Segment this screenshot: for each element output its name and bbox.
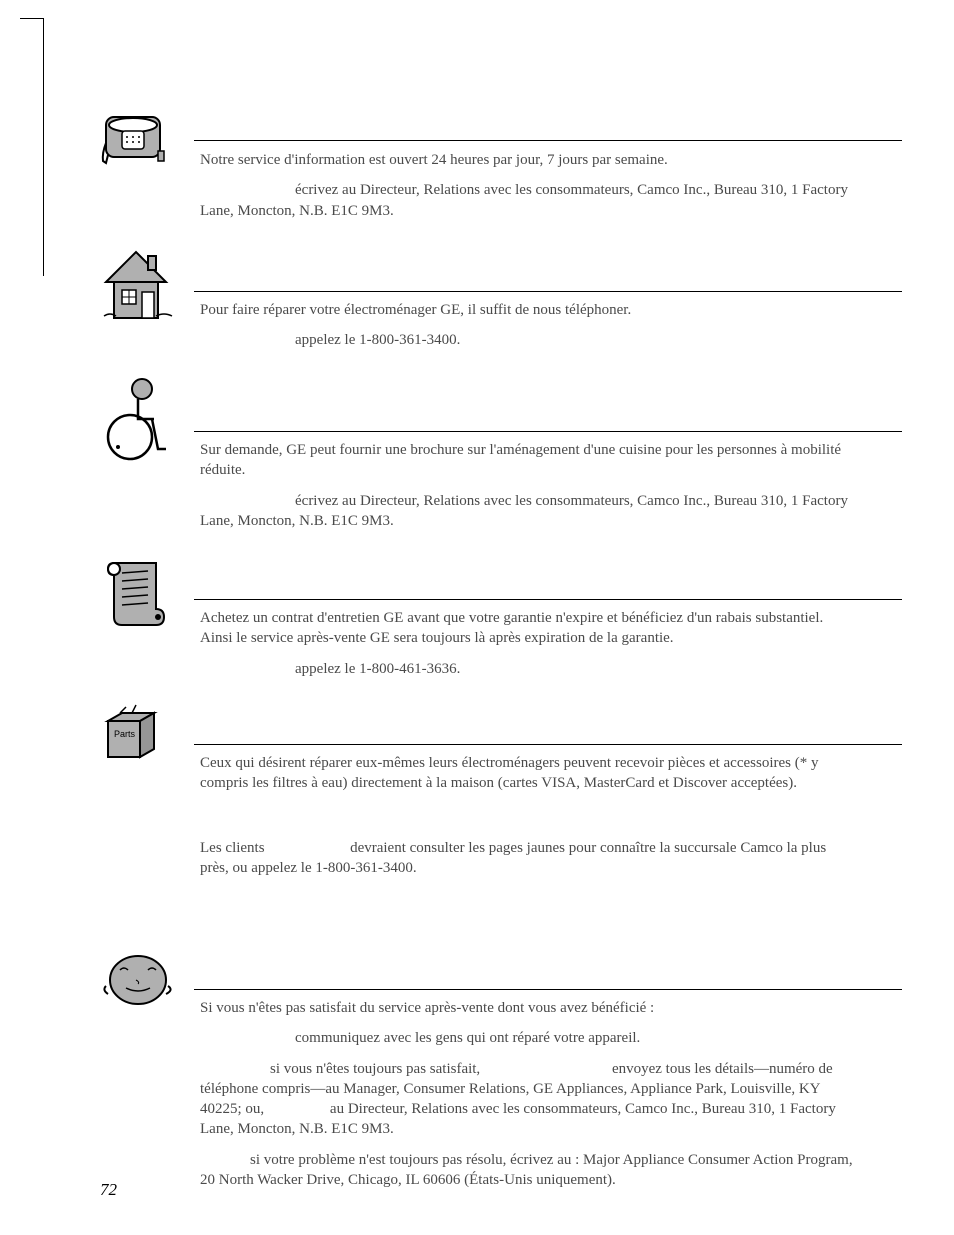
parts-line2b: devraient consulter les pages jaunes pou… [200, 840, 826, 876]
repair-section-text: Pour faire réparer votre électroménager … [200, 300, 854, 361]
satisfaction-line4: si votre problème n'est toujours pas rés… [200, 1150, 854, 1191]
face-icon [100, 946, 176, 1010]
divider [194, 989, 902, 990]
parts-line2: Les clients devraient consulter les page… [200, 838, 854, 879]
phone-address: écrivez au Directeur, Relations avec les… [200, 180, 854, 221]
divider [194, 140, 902, 141]
accessibility-section-text: Sur demande, GE peut fournir une brochur… [200, 440, 854, 541]
svg-text:Parts: Parts [114, 729, 136, 739]
contract-line2: appelez le 1-800-461-3636. [200, 659, 854, 679]
contract-line1: Achetez un contrat d'entretien GE avant … [200, 608, 854, 649]
satisfaction-line2: communiquez avec les gens qui ont réparé… [200, 1028, 854, 1048]
page-number: 72 [100, 1180, 117, 1200]
scroll-icon [100, 553, 172, 635]
divider [194, 291, 902, 292]
phone-title: Notre service d'information est ouvert 2… [200, 150, 854, 170]
house-icon [100, 242, 178, 324]
accessibility-line1: Sur demande, GE peut fournir une brochur… [200, 440, 854, 481]
parts-box-icon: Parts [100, 703, 164, 767]
repair-line1: Pour faire réparer votre électroménager … [200, 300, 854, 320]
contract-section-text: Achetez un contrat d'entretien GE avant … [200, 608, 854, 689]
left-margin-border [20, 18, 44, 276]
satisfaction-section-text: Si vous n'êtes pas satisfait du service … [200, 998, 854, 1200]
wheelchair-icon [100, 375, 172, 465]
divider [194, 431, 902, 432]
satisfaction-line1: Si vous n'êtes pas satisfait du service … [200, 998, 854, 1018]
satisfaction-line3c: au Directeur, Relations avec les consomm… [200, 1101, 836, 1137]
phone-section-text: Notre service d'information est ouvert 2… [200, 150, 854, 231]
repair-line2: appelez le 1-800-361-3400. [200, 330, 854, 350]
parts-section-text: Ceux qui désirent réparer eux-mêmes leur… [200, 753, 854, 888]
satisfaction-line3a: si vous n'êtes toujours pas satisfait, [270, 1061, 480, 1077]
parts-line1: Ceux qui désirent réparer eux-mêmes leur… [200, 753, 854, 794]
satisfaction-line3: si vous n'êtes toujours pas satisfait, e… [200, 1059, 854, 1140]
phone-icon [100, 113, 170, 168]
accessibility-address: écrivez au Directeur, Relations avec les… [200, 491, 854, 532]
parts-line2a: Les clients [200, 840, 265, 856]
divider [194, 744, 902, 745]
divider [194, 599, 902, 600]
